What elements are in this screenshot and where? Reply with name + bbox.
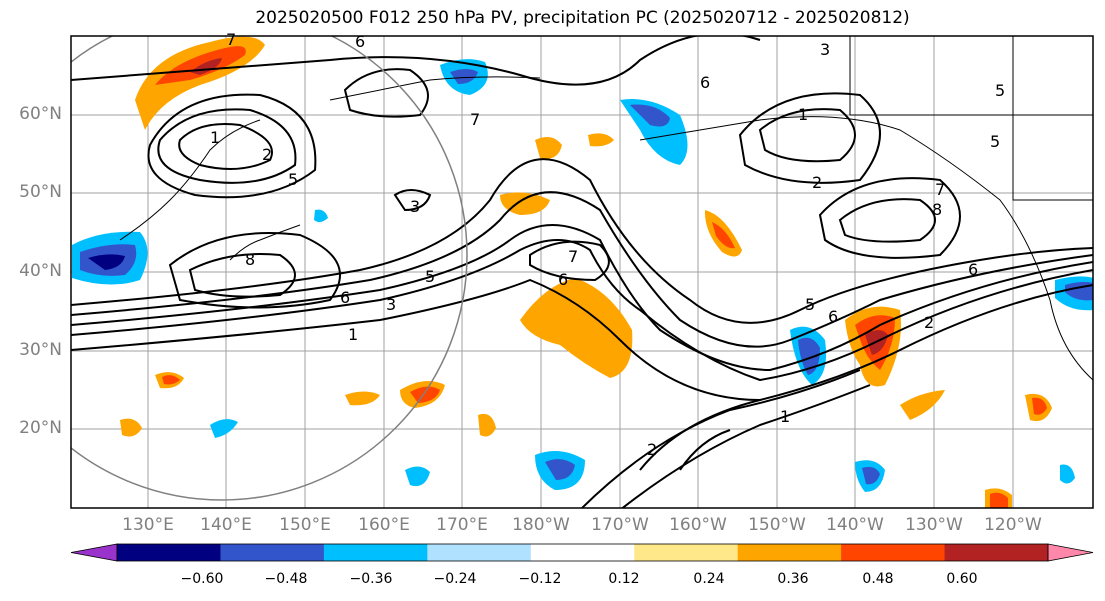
colorbar-frame — [116, 543, 1049, 562]
lon-label: 120°W — [984, 515, 1042, 535]
contour-label: 5 — [805, 295, 815, 314]
colorbar-tick: 0.48 — [862, 571, 894, 587]
contour-label: 1 — [348, 325, 358, 344]
colorbar-segment — [841, 544, 946, 561]
lat-label: 20°N — [19, 418, 62, 438]
contour-label: 7 — [470, 110, 480, 129]
colorbar-segment — [220, 544, 325, 561]
lon-label: 180°W — [512, 515, 570, 535]
lat-label: 60°N — [19, 104, 62, 124]
contour-label: 1 — [210, 128, 220, 147]
lat-label: 30°N — [19, 340, 62, 360]
contour-label: 1 — [798, 105, 808, 124]
contour-label: 2 — [647, 440, 657, 459]
contour-label: 7 — [568, 247, 578, 266]
lon-label: 150°W — [748, 515, 806, 535]
contour-label: 1 — [780, 407, 790, 426]
contour-labels: 7 6 3 5 6 1 2 7 5 3 1 5 2 7 8 8 7 6 5 6 … — [210, 30, 1005, 459]
colorbar — [70, 543, 1094, 562]
contour-label: 8 — [245, 250, 255, 269]
contour-label: 2 — [812, 173, 822, 192]
contour-label: 3 — [410, 197, 420, 216]
contour-label: 6 — [558, 270, 568, 289]
colorbar-segment — [427, 544, 532, 561]
colorbar-tick: −0.48 — [264, 571, 308, 587]
lon-label: 170°E — [436, 515, 488, 535]
lat-label: 50°N — [19, 182, 62, 202]
contour-label: 3 — [820, 40, 830, 59]
contour-label: 5 — [995, 81, 1005, 100]
colorbar-tick: −0.60 — [180, 571, 224, 587]
lon-label: 170°W — [591, 515, 649, 535]
colorbar-tick: −0.12 — [518, 571, 562, 587]
colorbar-tick: −0.36 — [349, 571, 393, 587]
map-title: 2025020500 F012 250 hPa PV, precipitatio… — [255, 8, 910, 28]
colorbar-segment — [634, 544, 739, 561]
contour-label: 7 — [226, 30, 236, 49]
colorbar-tick: −0.24 — [433, 571, 477, 587]
colorbar-extend-high — [1047, 543, 1094, 562]
colorbar-segment — [944, 544, 1049, 561]
contour-label: 2 — [262, 145, 272, 164]
colorbar-segment — [737, 544, 842, 561]
colorbar-segment — [530, 544, 635, 561]
colorbar-tick: 0.60 — [946, 571, 978, 587]
lon-label: 150°E — [279, 515, 331, 535]
coastlines — [119, 36, 1093, 381]
lat-label: 40°N — [19, 261, 62, 281]
lon-label: 160°E — [358, 515, 410, 535]
contour-label: 6 — [828, 307, 838, 326]
colorbar-segment — [117, 544, 221, 561]
contour-label: 5 — [990, 132, 1000, 151]
contour-label: 6 — [700, 73, 710, 92]
pv-contours — [71, 36, 1093, 508]
colorbar-tick: 0.24 — [693, 571, 725, 587]
contour-label: 2 — [924, 313, 934, 332]
contour-label: 6 — [340, 288, 350, 307]
contour-label: 6 — [968, 260, 978, 279]
colorbar-segment — [323, 544, 428, 561]
lon-label: 130°E — [122, 515, 174, 535]
lon-label: 140°E — [200, 515, 252, 535]
lon-label: 130°W — [905, 515, 963, 535]
view-circle — [71, 36, 468, 501]
contour-label: 8 — [932, 200, 942, 219]
colorbar-tick: 0.36 — [777, 571, 809, 587]
lon-label: 160°W — [669, 515, 727, 535]
contour-label: 7 — [935, 180, 945, 199]
contour-label: 3 — [386, 295, 396, 314]
lon-label: 140°W — [826, 515, 884, 535]
colorbar-extend-low — [70, 543, 118, 562]
contour-label: 5 — [425, 267, 435, 286]
colorbar-tick: 0.12 — [608, 571, 640, 587]
contour-label: 6 — [355, 32, 365, 51]
contour-label: 5 — [288, 170, 298, 189]
